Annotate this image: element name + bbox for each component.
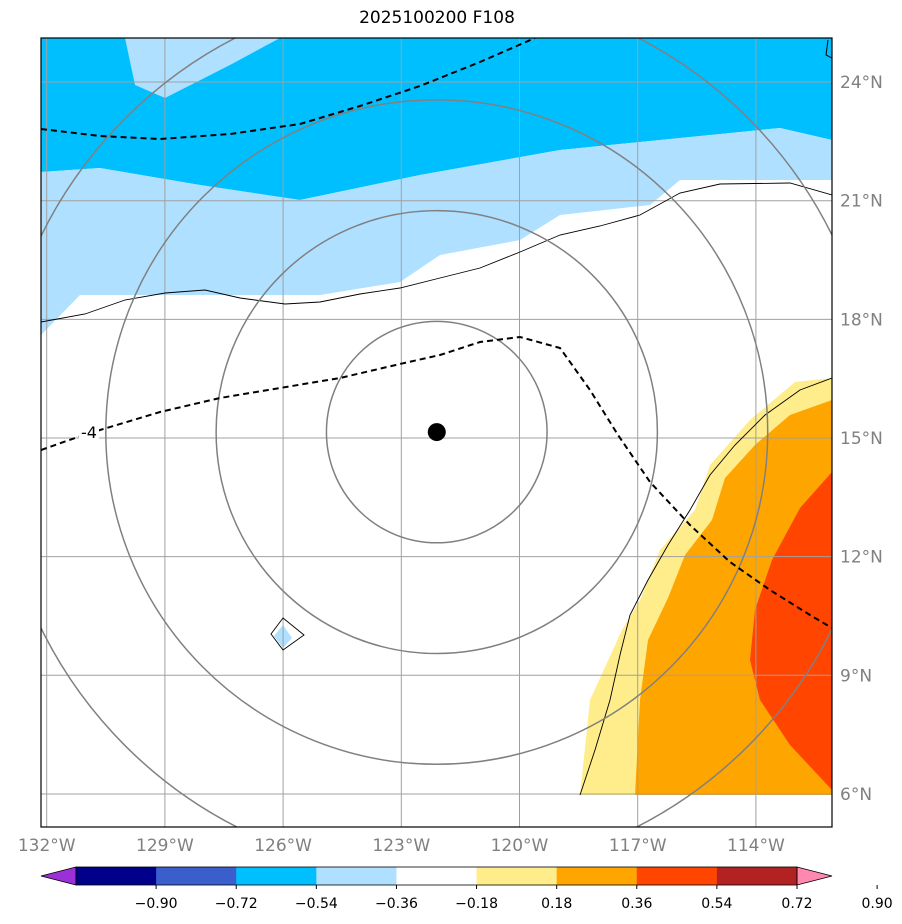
colorbar-segment bbox=[716, 867, 798, 885]
contour-lower bbox=[579, 377, 832, 796]
contour-corner bbox=[825, 39, 832, 59]
longitude-label: 126°W bbox=[254, 836, 312, 856]
colorbar-segment bbox=[236, 867, 317, 885]
latitude-label: 18°N bbox=[840, 310, 883, 330]
colorbar-tick-label: −0.36 bbox=[375, 896, 418, 912]
chart-title: 2025100200 F108 bbox=[359, 8, 515, 28]
colorbar-tick-label: 0.54 bbox=[701, 896, 732, 912]
shade-deep-blue bbox=[41, 38, 832, 200]
colorbar-segment bbox=[476, 867, 558, 885]
latitude-label: 21°N bbox=[840, 192, 883, 212]
colorbar-tick-label: 0.36 bbox=[621, 896, 652, 912]
colorbar-segment bbox=[76, 867, 157, 885]
latitude-label: 12°N bbox=[840, 548, 883, 568]
range-ring bbox=[325, 320, 548, 544]
colorbar-segment bbox=[156, 867, 237, 885]
colorbar-labels: −0.90 −0.72 −0.54 −0.36 −0.18 0.18 0.36 0.54 0.7… bbox=[135, 885, 893, 912]
longitude-label: 123°W bbox=[372, 836, 430, 856]
contour-upper bbox=[41, 182, 832, 323]
shade-light-blue bbox=[41, 128, 832, 335]
range-ring bbox=[105, 99, 769, 766]
longitude-label: 132°W bbox=[18, 836, 76, 856]
longitude-labels: 132°W 129°W 126°W 123°W 120°W 117°W 114°W bbox=[18, 836, 785, 856]
colorbar-extension-high bbox=[796, 866, 833, 886]
map-frame bbox=[40, 37, 833, 828]
grid-lines bbox=[41, 38, 832, 827]
dashed-contour-upper bbox=[41, 38, 536, 141]
dashed-contour-lower bbox=[41, 335, 832, 629]
colorbar-segment bbox=[316, 867, 397, 885]
colorbar-extension-low bbox=[40, 866, 77, 886]
colorbar-segment bbox=[556, 867, 638, 885]
colorbar-tick-label: −0.90 bbox=[135, 896, 178, 912]
shade-red-orange bbox=[750, 472, 832, 790]
latitude-label: 24°N bbox=[840, 73, 883, 93]
range-ring bbox=[215, 209, 659, 655]
contour-island bbox=[270, 617, 305, 651]
latitude-labels: 6°N 9°N 12°N 15°N 18°N 21°N 24°N bbox=[840, 73, 883, 805]
shade-light-blue-patch bbox=[125, 38, 280, 98]
latitude-label: 15°N bbox=[840, 429, 883, 449]
longitude-label: 129°W bbox=[136, 836, 194, 856]
latitude-label: 6°N bbox=[840, 785, 872, 805]
longitude-label: 120°W bbox=[491, 836, 549, 856]
longitude-label: 114°W bbox=[727, 836, 785, 856]
map-area bbox=[41, 38, 832, 827]
range-rings bbox=[41, 38, 832, 827]
colorbar-segment bbox=[636, 867, 718, 885]
colorbar-tick-label: 0.72 bbox=[781, 896, 812, 912]
colorbar-tick-label: −0.72 bbox=[215, 896, 258, 912]
colorbar-tick-label: −0.18 bbox=[455, 896, 498, 912]
colorbar-tick-label: 0.18 bbox=[541, 896, 572, 912]
longitude-label: 117°W bbox=[609, 836, 667, 856]
colorbar-tick-label: 0.90 bbox=[862, 896, 893, 912]
colorbar-tick-label: −0.54 bbox=[295, 896, 338, 912]
colorbar bbox=[40, 866, 833, 886]
colorbar-segment bbox=[396, 867, 478, 885]
latitude-label: 9°N bbox=[840, 666, 872, 686]
colorbar-outline bbox=[75, 866, 798, 886]
storm-center-marker bbox=[427, 423, 446, 442]
contour-label: -4 bbox=[81, 423, 97, 442]
